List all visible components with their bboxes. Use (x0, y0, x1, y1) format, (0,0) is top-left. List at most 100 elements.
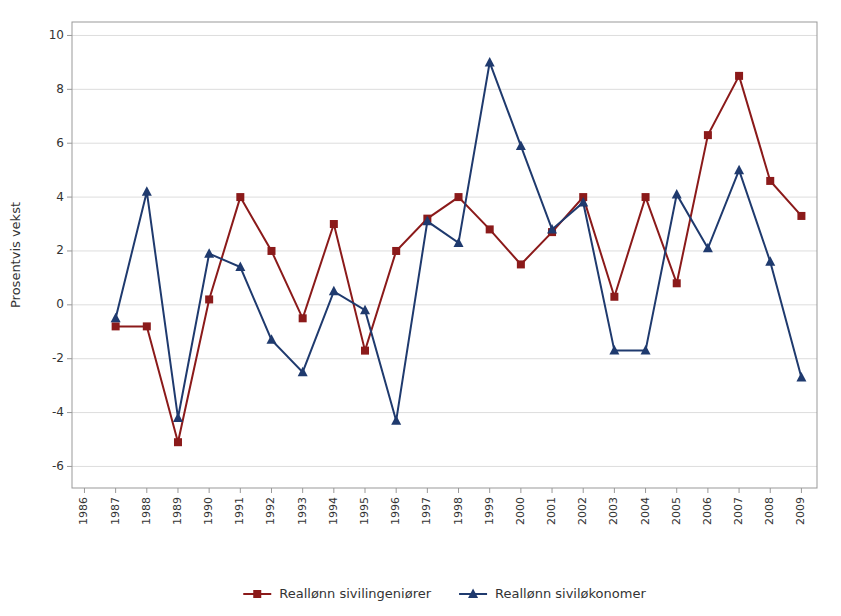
plot-frame (72, 22, 817, 488)
tick-label: 2003 (607, 497, 620, 525)
axis-label: Prosentvis vekst (8, 202, 23, 308)
tick-mark (583, 488, 584, 493)
tick-label: 2009 (794, 497, 807, 525)
tick-label: 1991 (233, 497, 246, 525)
tick-label: 1996 (389, 497, 402, 525)
series (111, 57, 807, 425)
data-point (735, 72, 743, 80)
data-point (704, 131, 712, 139)
data-point (391, 415, 401, 425)
tick-mark (67, 412, 72, 413)
series-line (116, 62, 802, 420)
tick-mark (427, 488, 428, 493)
tick-mark (614, 488, 615, 493)
data-point (578, 197, 588, 207)
tick-label: 1993 (296, 497, 309, 525)
tick-label: 1988 (140, 497, 153, 525)
tick-label: 1994 (327, 497, 340, 525)
tick-mark (770, 488, 771, 493)
tick-label: 1997 (420, 497, 433, 525)
tick-label: 1999 (483, 497, 496, 525)
tick-label: 2004 (639, 497, 652, 525)
data-point (299, 314, 307, 322)
grid (72, 35, 817, 466)
tick-mark (739, 488, 740, 493)
tick-mark (489, 488, 490, 493)
tick-mark (67, 466, 72, 467)
series-line (116, 76, 802, 442)
grid-line (72, 35, 817, 36)
tick-mark (67, 197, 72, 198)
tick-label: 2001 (545, 497, 558, 525)
data-point (111, 313, 121, 323)
legend-item: Reallønn sivilingeniører (243, 586, 431, 601)
data-point (642, 193, 650, 201)
legend-label: Reallønn sivilingeniører (279, 586, 431, 601)
tick-label: 6 (56, 136, 64, 150)
data-point (796, 372, 806, 382)
tick-label: 2007 (732, 497, 745, 525)
tick-mark (67, 358, 72, 359)
tick-mark (67, 250, 72, 251)
data-point (703, 243, 713, 253)
data-point (174, 438, 182, 446)
data-point (329, 286, 339, 296)
data-point (173, 412, 183, 422)
data-point (142, 186, 152, 196)
data-point (204, 248, 214, 257)
tick-mark (552, 488, 553, 493)
tick-mark (676, 488, 677, 493)
tick-label: 1987 (109, 497, 122, 525)
y-axis: -6-4-20246810 (49, 28, 72, 473)
data-point (360, 305, 370, 315)
data-point (298, 367, 308, 377)
tick-label: 2008 (763, 497, 776, 525)
data-point (610, 293, 618, 301)
legend-label: Reallønn siviløkonomer (495, 586, 646, 601)
tick-label: -4 (52, 405, 64, 419)
grid-line (72, 466, 817, 467)
series (112, 72, 806, 446)
data-point (766, 177, 774, 185)
data-point (112, 322, 120, 330)
grid-line (72, 304, 817, 305)
data-point (422, 216, 432, 226)
data-point (516, 140, 526, 150)
legend-marker (468, 589, 478, 599)
tick-mark (67, 35, 72, 36)
data-point (267, 247, 275, 255)
data-point (486, 225, 494, 233)
legend-marker (253, 590, 261, 598)
tick-label: -6 (52, 459, 64, 473)
data-point (797, 212, 805, 220)
tick-mark (458, 488, 459, 493)
tick-mark (146, 488, 147, 493)
tick-mark (115, 488, 116, 493)
tick-label: 1990 (202, 497, 215, 525)
tick-mark (67, 89, 72, 90)
tick-label: 2005 (670, 497, 683, 525)
data-point (235, 262, 245, 272)
tick-mark (365, 488, 366, 493)
data-point (330, 220, 338, 228)
tick-label: 1998 (452, 497, 465, 525)
data-point (672, 189, 682, 199)
tick-label: 2002 (576, 497, 589, 525)
data-point (266, 334, 276, 344)
grid-line (72, 197, 817, 198)
data-point (236, 193, 244, 201)
tick-label: 10 (49, 28, 64, 42)
tick-mark (271, 488, 272, 493)
tick-mark (67, 304, 72, 305)
tick-mark (396, 488, 397, 493)
tick-label: 2000 (514, 497, 527, 525)
tick-label: 1995 (358, 497, 371, 525)
data-point (392, 247, 400, 255)
tick-label: 0 (56, 297, 64, 311)
tick-label: 2 (56, 243, 64, 257)
tick-mark (240, 488, 241, 493)
tick-mark (801, 488, 802, 493)
data-point (455, 193, 463, 201)
data-point (547, 224, 557, 234)
tick-mark (707, 488, 708, 493)
